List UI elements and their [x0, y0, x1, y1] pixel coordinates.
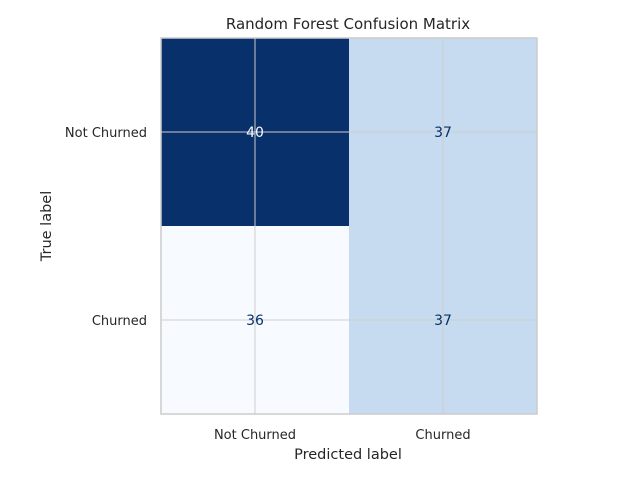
plot-frame [160, 37, 538, 415]
cell-value: 36 [246, 313, 264, 329]
y-tick-labels: Not Churned Churned [65, 126, 147, 329]
heatmap-cells [161, 38, 537, 414]
y-axis-label: True label [39, 191, 55, 262]
cell-value: 40 [246, 125, 264, 141]
chart-title: Random Forest Confusion Matrix [226, 15, 470, 33]
cell-value: 37 [434, 313, 452, 329]
cell-value-labels: 40 37 36 37 [246, 125, 452, 329]
x-tick-label: Churned [415, 428, 470, 443]
cell-value: 37 [434, 125, 452, 141]
gridlines [161, 38, 537, 414]
x-tick-labels: Not Churned Churned [214, 428, 471, 443]
x-axis-label: Predicted label [294, 447, 402, 463]
x-tick-label: Not Churned [214, 428, 296, 443]
y-tick-label: Churned [92, 314, 147, 329]
y-tick-label: Not Churned [65, 126, 147, 141]
